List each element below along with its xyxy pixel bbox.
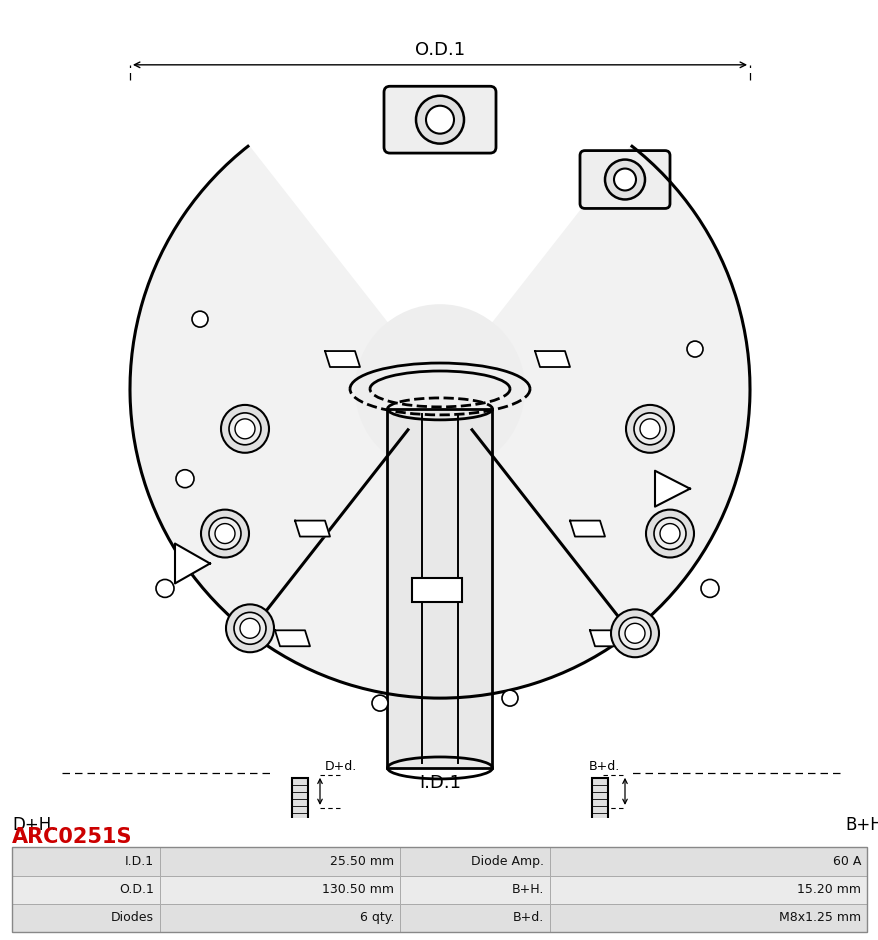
Bar bbox=[264, 907, 335, 916]
Bar bbox=[283, 874, 317, 883]
Text: B+d.: B+d. bbox=[512, 912, 543, 924]
Bar bbox=[12, 903, 160, 932]
Text: Diode Amp.: Diode Amp. bbox=[471, 855, 543, 868]
Polygon shape bbox=[589, 631, 624, 647]
Circle shape bbox=[624, 623, 644, 643]
Text: O.D.1: O.D.1 bbox=[119, 884, 154, 896]
Circle shape bbox=[226, 604, 274, 652]
Bar bbox=[270, 872, 329, 907]
Circle shape bbox=[639, 419, 659, 439]
Bar bbox=[287, 859, 313, 870]
Text: 60 A: 60 A bbox=[831, 855, 860, 868]
Circle shape bbox=[501, 690, 517, 706]
Circle shape bbox=[633, 413, 666, 445]
Text: 130.50 mm: 130.50 mm bbox=[321, 884, 393, 896]
Circle shape bbox=[234, 419, 255, 439]
Circle shape bbox=[659, 524, 680, 543]
Circle shape bbox=[371, 696, 387, 711]
Polygon shape bbox=[654, 471, 689, 507]
Bar bbox=[550, 903, 866, 932]
Polygon shape bbox=[275, 631, 310, 647]
Text: 25.50 mm: 25.50 mm bbox=[329, 855, 393, 868]
Text: B+d.: B+d. bbox=[588, 760, 619, 773]
Text: B+H.: B+H. bbox=[844, 816, 878, 835]
Bar bbox=[291, 778, 307, 843]
Bar bbox=[399, 847, 550, 875]
Bar bbox=[582, 874, 616, 883]
Circle shape bbox=[645, 509, 694, 557]
Text: 15.20 mm: 15.20 mm bbox=[796, 884, 860, 896]
Circle shape bbox=[130, 80, 749, 698]
Circle shape bbox=[240, 619, 260, 638]
Circle shape bbox=[604, 160, 644, 199]
Bar bbox=[399, 875, 550, 903]
Bar bbox=[587, 843, 612, 856]
Text: M8x1.25 mm: M8x1.25 mm bbox=[778, 912, 860, 924]
Bar bbox=[587, 859, 612, 870]
Text: 6 qty.: 6 qty. bbox=[359, 912, 393, 924]
Circle shape bbox=[155, 579, 174, 598]
Bar bbox=[399, 903, 550, 932]
FancyBboxPatch shape bbox=[579, 150, 669, 209]
Bar bbox=[550, 875, 866, 903]
Bar bbox=[591, 778, 608, 843]
Text: I.D.1: I.D.1 bbox=[125, 855, 154, 868]
Circle shape bbox=[653, 518, 685, 550]
Circle shape bbox=[614, 168, 636, 191]
Polygon shape bbox=[569, 521, 604, 537]
Polygon shape bbox=[535, 351, 569, 367]
Bar bbox=[160, 847, 399, 875]
Circle shape bbox=[229, 413, 261, 445]
Text: I.D.1: I.D.1 bbox=[419, 774, 460, 791]
Circle shape bbox=[215, 524, 234, 543]
Circle shape bbox=[700, 579, 718, 598]
Circle shape bbox=[618, 618, 651, 650]
Bar bbox=[160, 875, 399, 903]
Bar bbox=[12, 847, 160, 875]
Wedge shape bbox=[236, 60, 643, 389]
Polygon shape bbox=[295, 521, 329, 537]
Bar bbox=[412, 578, 462, 603]
Circle shape bbox=[220, 405, 269, 453]
Bar bbox=[565, 907, 634, 916]
Bar bbox=[12, 847, 866, 932]
Text: B+H.: B+H. bbox=[511, 884, 543, 896]
Bar bbox=[287, 843, 313, 856]
Circle shape bbox=[209, 518, 241, 550]
Text: O.D.1: O.D.1 bbox=[414, 40, 464, 59]
Circle shape bbox=[355, 305, 524, 474]
Text: ARC0251S: ARC0251S bbox=[12, 827, 133, 847]
Text: D+d.: D+d. bbox=[325, 760, 356, 773]
Circle shape bbox=[201, 509, 248, 557]
Bar bbox=[160, 903, 399, 932]
FancyBboxPatch shape bbox=[384, 86, 495, 153]
Circle shape bbox=[234, 612, 266, 644]
Bar bbox=[12, 875, 160, 903]
Circle shape bbox=[687, 341, 702, 357]
Circle shape bbox=[176, 470, 194, 488]
Text: Diodes: Diodes bbox=[111, 912, 154, 924]
Circle shape bbox=[625, 405, 673, 453]
Text: D+H.: D+H. bbox=[13, 816, 57, 835]
Circle shape bbox=[426, 105, 453, 133]
Polygon shape bbox=[175, 543, 210, 584]
Polygon shape bbox=[325, 351, 360, 367]
Bar bbox=[569, 872, 630, 907]
Circle shape bbox=[415, 96, 464, 144]
Circle shape bbox=[610, 609, 658, 657]
Bar bbox=[387, 409, 492, 768]
Circle shape bbox=[191, 311, 208, 327]
Bar bbox=[550, 847, 866, 875]
